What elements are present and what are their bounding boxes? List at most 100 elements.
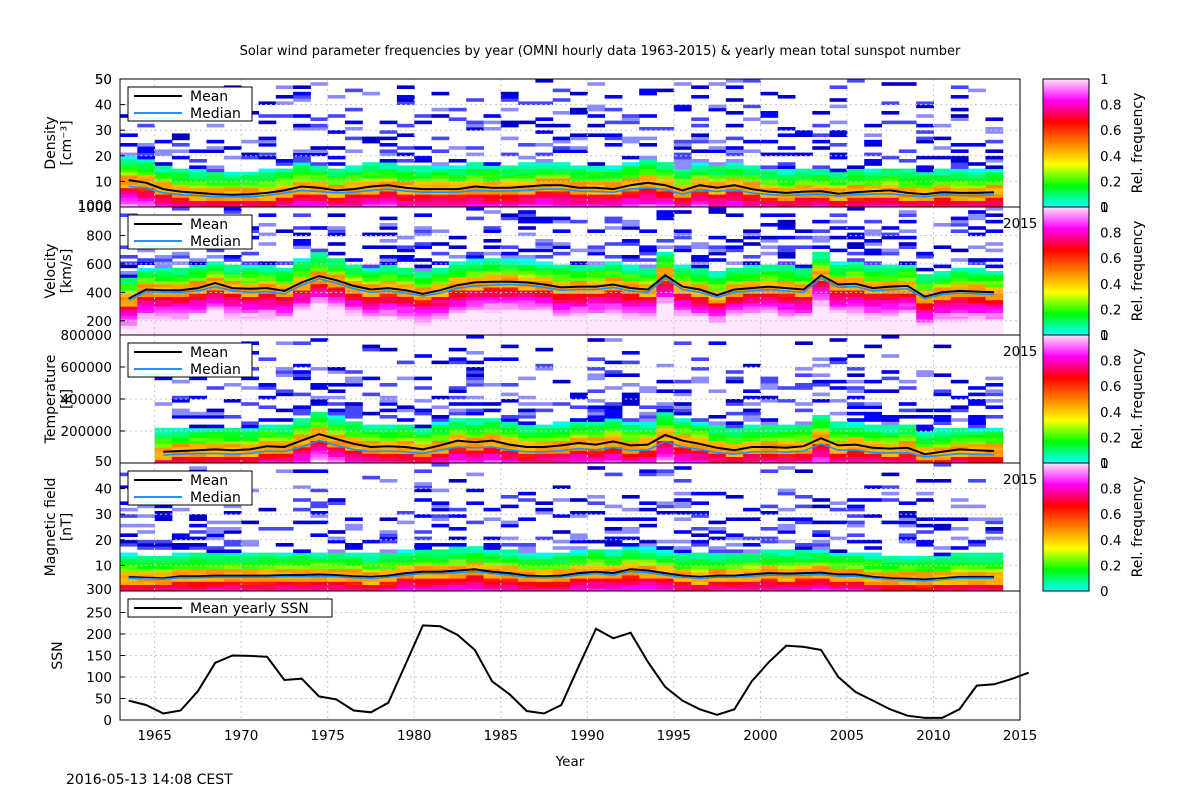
heatmap-cell [431,229,450,233]
heatmap-cell [483,274,502,278]
heatmap-cell [535,322,554,326]
heatmap-cell [535,408,554,413]
heatmap-cell [431,194,450,198]
heatmap-cell [725,450,744,454]
heatmap-cell [535,440,554,445]
heatmap-cell [535,367,554,371]
legend-label: Mean [190,473,228,489]
heatmap-cell [656,213,675,217]
heatmap-cell [933,322,952,326]
heatmap-cell [691,552,709,557]
heatmap-cell [206,165,225,169]
heatmap-cell [310,306,329,310]
heatmap-cell [448,347,467,352]
heatmap-cell [223,312,242,317]
heatmap-cell [950,418,969,422]
heatmap-cell [518,552,536,557]
heatmap-cell [552,424,571,429]
heatmap-cell [137,293,156,297]
heatmap-cell [604,539,623,544]
heatmap-cell [829,213,848,217]
legend-box [127,214,253,250]
heatmap-cell [258,405,277,409]
heatmap-cell [639,258,657,262]
heatmap-cell [829,581,848,585]
heatmap-cell [431,165,450,169]
heatmap-cell [483,578,502,582]
heatmap-cell [604,309,623,313]
heatmap-cell [345,376,363,381]
heatmap-cell [189,149,207,153]
heatmap-cell [431,280,450,285]
heatmap-cell [362,309,381,313]
heatmap-cell [621,424,640,429]
heatmap-cell [777,427,796,432]
heatmap-cell [864,498,882,502]
heatmap-cell [396,184,415,189]
heatmap-cell [535,578,554,582]
heatmap-cell [154,149,173,153]
heatmap-cell [656,271,675,275]
heatmap-cell [846,584,865,589]
heatmap-cell [223,578,242,582]
heatmap-cell [621,447,640,451]
heatmap-cell [483,120,502,125]
heatmap-cell [396,584,415,589]
heatmap-cell [448,402,467,406]
heatmap-cell [864,418,882,422]
heatmap-cell [137,325,156,329]
heatmap-cell [691,139,709,144]
heatmap-cell [760,578,779,582]
heatmap-cell [327,130,346,134]
heatmap-cell [345,543,363,547]
heatmap-cell [448,418,467,422]
heatmap-cell [881,175,900,179]
heatmap-cell [396,235,415,240]
heatmap-cell [743,280,761,285]
heatmap-cell [223,309,242,313]
heatmap-cell [760,469,779,473]
heatmap-cell [362,578,381,582]
heatmap-cell [223,562,242,566]
heatmap-cell [812,539,831,544]
heatmap-cell [673,277,692,281]
heatmap-cell [137,565,156,569]
heatmap-cell [137,546,156,550]
heatmap-cell [120,571,138,576]
heatmap-cell [985,181,1004,185]
heatmap-cell [171,322,190,326]
heatmap-cell [898,424,917,429]
heatmap-cell [206,293,225,297]
heatmap-cell [708,107,727,112]
y-tick-label: 100 [86,670,112,686]
heatmap-cell [760,277,779,281]
heatmap-cell [137,283,156,288]
heatmap-cell [760,223,779,227]
heatmap-cell [985,165,1004,169]
heatmap-cell [466,274,484,278]
heatmap-cell [206,571,225,576]
heatmap-cell [189,434,207,438]
heatmap-cell [777,223,796,227]
heatmap-cell [968,479,986,483]
heatmap-cell [968,200,986,205]
heatmap-cell [829,421,848,425]
heatmap-cell [985,575,1004,579]
heatmap-cell [777,453,796,457]
heatmap-cell [552,229,571,233]
heatmap-cell [500,152,519,157]
heatmap-cell [500,120,519,125]
heatmap-cell [466,264,484,269]
heatmap-cell [500,453,519,457]
heatmap-cell [621,203,640,208]
heatmap-cell [777,203,796,208]
heatmap-cell [448,587,467,592]
heatmap-cell [604,328,623,333]
heatmap-cell [691,309,709,313]
heatmap-cell [189,443,207,448]
heatmap-cell [656,389,675,393]
heatmap-cell [171,568,190,573]
heatmap-cell [414,213,432,217]
heatmap-cell [916,283,934,288]
